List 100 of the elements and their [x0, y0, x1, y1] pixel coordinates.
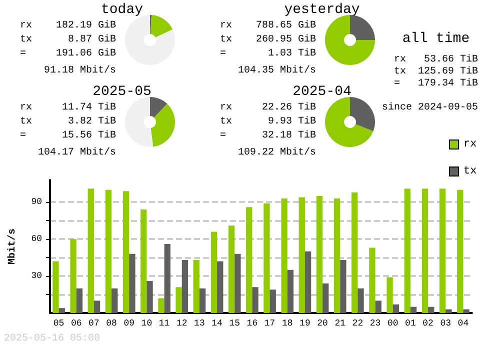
text: rx 11.74 TiB [20, 102, 116, 114]
bar [457, 190, 464, 313]
x-tick-label: 04 [458, 318, 469, 328]
bar [439, 188, 446, 313]
bar [52, 261, 59, 313]
x-tick-label: 15 [229, 318, 240, 328]
bar [334, 198, 340, 313]
legend-label: rx [464, 138, 478, 150]
bar [304, 251, 312, 313]
bar [176, 287, 182, 313]
y-tick-label: 90 [31, 197, 42, 208]
text: = 15.56 TiB [20, 130, 116, 142]
y-tick-label: 30 [31, 271, 42, 282]
text: tx 3.82 TiB [20, 116, 116, 128]
bar [270, 290, 276, 313]
x-tick-label: 06 [70, 318, 82, 328]
text: 91.18 Mbit/s [44, 64, 116, 76]
bar [182, 260, 188, 313]
x-tick-label: 20 [317, 318, 328, 328]
x-tick-label: 07 [88, 318, 100, 328]
text: rx 22.26 TiB [220, 102, 316, 114]
bar [193, 260, 200, 313]
chart-title: 2025-05 [92, 84, 152, 100]
bar [246, 207, 252, 313]
bar [105, 190, 112, 313]
text: 104.17 Mbit/s [38, 146, 116, 158]
bar [369, 248, 376, 313]
bar [112, 288, 118, 313]
x-tick-label: 02 [422, 318, 434, 328]
text: tx 8.87 GiB [20, 34, 116, 46]
x-tick-label: 05 [53, 318, 64, 328]
bar [88, 188, 94, 313]
bar [158, 298, 164, 313]
bar [358, 288, 364, 313]
bar [234, 254, 241, 313]
x-tick-label: 09 [124, 318, 135, 328]
x-tick-label: 18 [282, 318, 293, 328]
x-tick-label: 16 [246, 318, 258, 328]
bar [228, 226, 235, 313]
bar [58, 308, 65, 313]
chart-title: yesterday [284, 2, 360, 18]
bar [428, 306, 434, 313]
x-tick-label: 00 [387, 318, 398, 328]
bar [164, 244, 170, 313]
chart-title: today [100, 2, 144, 18]
bar [352, 192, 358, 313]
x-tick-label: 08 [106, 318, 117, 328]
bar [404, 188, 410, 313]
legend-label: tx [464, 166, 478, 178]
bar [252, 287, 258, 313]
bar [122, 191, 130, 313]
y-tick-label: 60 [31, 234, 42, 244]
x-tick-label: 23 [370, 318, 381, 328]
bar [322, 283, 329, 313]
bar [94, 300, 100, 313]
text: 104.35 Mbit/s [238, 64, 316, 76]
bar [375, 300, 382, 313]
bar [340, 260, 346, 313]
text: rx 182.19 GiB [20, 20, 116, 32]
x-tick-label: 03 [440, 318, 452, 328]
y-axis-title: Mbit/s [6, 228, 18, 265]
text: = 191.06 GiB [20, 48, 116, 60]
bar [316, 196, 323, 313]
bar [446, 309, 452, 313]
bar [199, 288, 206, 313]
x-tick-label: 17 [264, 318, 276, 328]
text: tx 260.95 GiB [220, 34, 316, 46]
bar [76, 288, 83, 313]
text: tx 125.69 TiB [394, 66, 478, 78]
x-tick-label: 22 [352, 318, 364, 328]
x-tick-label: 10 [141, 318, 152, 328]
bar [386, 277, 393, 313]
bar [264, 203, 270, 313]
text: = 32.18 TiB [220, 130, 316, 142]
text: 109.22 Mbit/s [238, 146, 316, 158]
text: rx 788.65 GiB [220, 20, 316, 32]
bar [210, 232, 218, 313]
x-tick-label: 13 [194, 318, 205, 328]
bar [146, 280, 153, 313]
x-tick-label: 01 [405, 318, 416, 328]
bar [422, 188, 428, 313]
text: rx 53.66 TiB [394, 54, 478, 66]
x-tick-label: 19 [300, 318, 310, 328]
text: all time [402, 31, 470, 47]
x-tick-label: 12 [176, 318, 188, 328]
x-tick-label: 14 [212, 318, 222, 328]
bar [140, 210, 147, 313]
bar [463, 309, 470, 313]
bar [129, 254, 136, 313]
text: = 179.34 TiB [394, 78, 478, 90]
chart-title: 2025-04 [292, 84, 352, 100]
bar [70, 239, 76, 313]
x-tick-label: 21 [334, 318, 346, 328]
x-tick-label: 11 [158, 318, 170, 328]
bar [217, 261, 224, 313]
text: = 1.03 TiB [220, 48, 316, 60]
text: tx 9.93 TiB [220, 116, 316, 128]
bar [410, 306, 417, 313]
bar [287, 270, 294, 313]
bar [281, 198, 288, 313]
